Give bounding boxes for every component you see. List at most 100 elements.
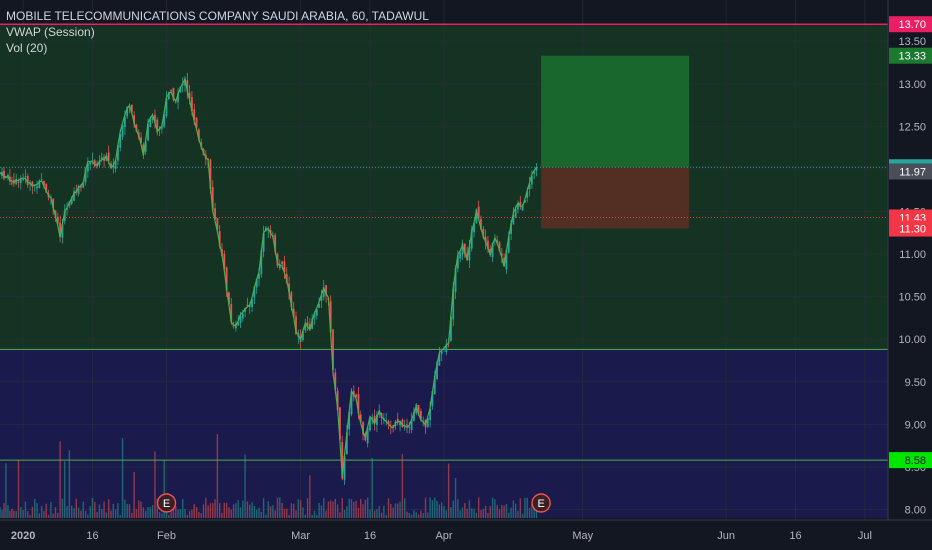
price-axis-tag-label: 8.58: [905, 455, 926, 467]
volume-bar: [373, 510, 376, 518]
volume-bar: [188, 511, 191, 518]
candle-body: [149, 118, 152, 128]
volume-bar: [362, 504, 364, 518]
price-axis-tag-label: 13.33: [898, 51, 926, 63]
volume-bar: [33, 498, 36, 518]
candle-body: [100, 157, 103, 160]
volume-bar: [283, 508, 286, 518]
candle-body: [91, 159, 94, 162]
volume-bar: [235, 503, 237, 518]
volume-bar: [313, 510, 316, 518]
candle-body: [433, 375, 436, 394]
candle-body: [311, 319, 314, 329]
volume-bar: [355, 500, 357, 518]
volume-bar: [531, 504, 533, 518]
volume-bar: [119, 514, 121, 518]
candle-body: [195, 117, 198, 128]
candle-body: [350, 392, 353, 415]
volume-bar: [177, 509, 179, 518]
candle-body: [258, 273, 260, 279]
volume-bar: [87, 514, 89, 518]
candle-body: [214, 208, 216, 220]
price-axis-tag: 13.70: [889, 16, 932, 33]
candle-body: [417, 404, 420, 415]
vwap-line: [0, 77, 537, 477]
candle-body: [107, 152, 110, 161]
candle-body: [510, 223, 512, 234]
volume-bar: [427, 512, 429, 518]
volume-bar: [255, 509, 258, 518]
volume-bar: [89, 506, 91, 518]
candle-body: [218, 231, 221, 247]
volume-bar: [494, 499, 496, 518]
volume-bar: [223, 502, 226, 518]
volume-bar: [195, 507, 198, 518]
candle-body: [468, 246, 471, 261]
volume-bar: [114, 509, 117, 518]
earnings-marker[interactable]: E: [531, 493, 551, 513]
volume-bar: [383, 505, 385, 518]
volume-bar: [181, 498, 184, 518]
volume-bar: [13, 510, 15, 518]
candle-body: [438, 353, 441, 366]
volume-bar: [175, 506, 177, 518]
candle-body: [237, 322, 240, 326]
candle-body: [112, 165, 115, 168]
stop-zone[interactable]: [541, 167, 690, 229]
candle-body: [445, 344, 448, 353]
candle-body: [172, 87, 175, 100]
volume-bar: [75, 498, 78, 518]
candle-body: [535, 167, 538, 171]
candle-body: [130, 104, 133, 113]
volume-bar: [302, 507, 304, 518]
candle-body: [348, 411, 351, 430]
volume-bar: [477, 497, 480, 518]
earnings-marker-circle: [531, 493, 551, 513]
candle-body: [209, 159, 212, 189]
volume-bar: [397, 503, 399, 518]
earnings-marker[interactable]: E: [156, 493, 177, 513]
volume-bar: [73, 507, 75, 518]
candle-body: [24, 176, 27, 178]
candle-body: [528, 183, 531, 189]
candle-body: [225, 267, 228, 291]
volume-bar: [320, 505, 323, 518]
candle-body: [419, 411, 422, 420]
candle-body: [144, 141, 147, 152]
candle-body: [241, 313, 244, 319]
candle-body: [341, 442, 344, 479]
candle-body: [366, 427, 369, 444]
candle-body: [484, 236, 487, 243]
volume-bar: [170, 511, 172, 518]
earnings-marker-circle: [156, 493, 177, 513]
volume-bar: [131, 512, 133, 518]
volume-bar: [357, 507, 360, 518]
time-axis-label: Jun: [717, 530, 735, 542]
candle-body: [93, 160, 96, 167]
price-axis-label: 13.00: [898, 79, 926, 91]
volume-bar: [528, 507, 531, 518]
target-zone[interactable]: [541, 55, 690, 168]
candle-body: [443, 349, 445, 350]
symbol-title[interactable]: MOBILE TELECOMMUNICATIONS COMPANY SAUDI …: [6, 9, 429, 23]
candle-body: [454, 267, 457, 292]
price-axis-background: [888, 0, 932, 520]
candle-body: [322, 287, 325, 298]
volume-bar: [54, 507, 57, 518]
candle-body: [505, 250, 508, 270]
candle-body: [359, 414, 362, 423]
volume-bar: [343, 510, 346, 518]
volume-bar: [334, 498, 337, 518]
vwap-indicator-label[interactable]: VWAP (Session): [6, 25, 95, 39]
candle-body: [332, 329, 334, 371]
volume-bar: [151, 505, 154, 518]
volume-bar: [107, 499, 110, 518]
volume-indicator-label[interactable]: Vol (20): [6, 41, 48, 55]
volume-bar: [135, 509, 138, 518]
volume-bar: [459, 510, 461, 518]
candle-body: [477, 206, 480, 219]
volume-bar: [237, 500, 239, 518]
candle-body: [86, 162, 89, 172]
volume-bar: [232, 504, 235, 518]
